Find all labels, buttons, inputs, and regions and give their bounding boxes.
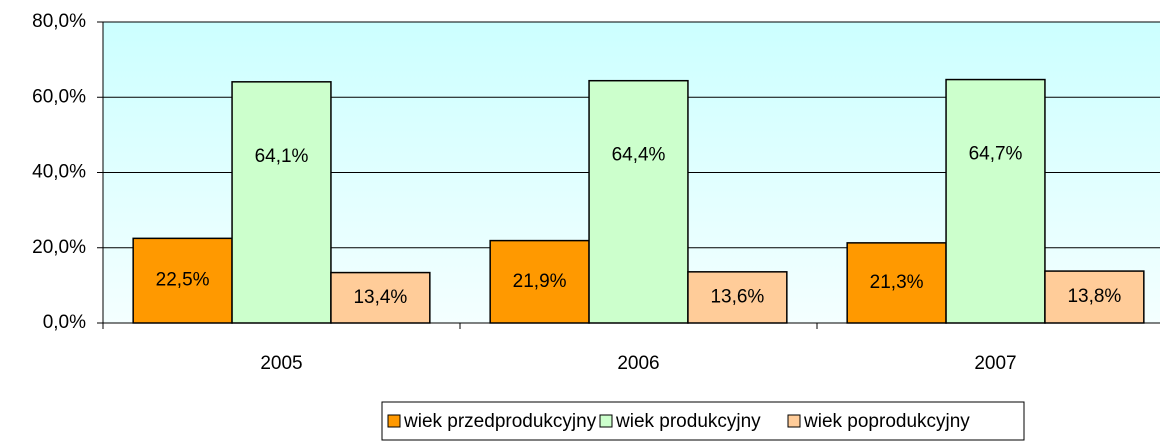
bar bbox=[588, 79, 689, 324]
y-tick-label: 40,0% bbox=[32, 162, 86, 183]
bar bbox=[945, 78, 1046, 324]
value-label: 64,4% bbox=[612, 145, 666, 166]
value-label: 22,5% bbox=[156, 270, 210, 291]
bar bbox=[687, 271, 788, 324]
legend-swatch bbox=[387, 414, 401, 428]
bar bbox=[1044, 270, 1145, 324]
x-tick-label: 2005 bbox=[260, 353, 302, 374]
value-label: 13,4% bbox=[353, 287, 407, 308]
bar bbox=[489, 239, 590, 324]
legend-label: wiek poprodukcyjny bbox=[803, 411, 970, 432]
value-label: 64,1% bbox=[255, 146, 309, 167]
value-label: 64,7% bbox=[969, 144, 1023, 165]
legend-swatch bbox=[787, 414, 801, 428]
value-label: 13,8% bbox=[1067, 286, 1121, 307]
bar bbox=[132, 237, 233, 324]
value-label: 21,9% bbox=[513, 271, 567, 292]
value-label: 13,6% bbox=[710, 286, 764, 307]
y-tick-label: 0,0% bbox=[43, 312, 86, 333]
bar bbox=[330, 271, 431, 324]
legend-label: wiek produkcyjny bbox=[615, 411, 761, 432]
x-tick-label: 2007 bbox=[974, 353, 1016, 374]
bar bbox=[231, 81, 332, 324]
legend-box bbox=[381, 401, 1025, 441]
legend-label: wiek przedprodukcyjny bbox=[403, 411, 597, 432]
y-tick-label: 60,0% bbox=[32, 86, 86, 107]
legend-swatch bbox=[599, 414, 613, 428]
value-label: 21,3% bbox=[870, 272, 924, 293]
y-tick-label: 20,0% bbox=[32, 237, 86, 258]
y-tick-label: 80,0% bbox=[32, 11, 86, 32]
x-tick-label: 2006 bbox=[617, 353, 659, 374]
